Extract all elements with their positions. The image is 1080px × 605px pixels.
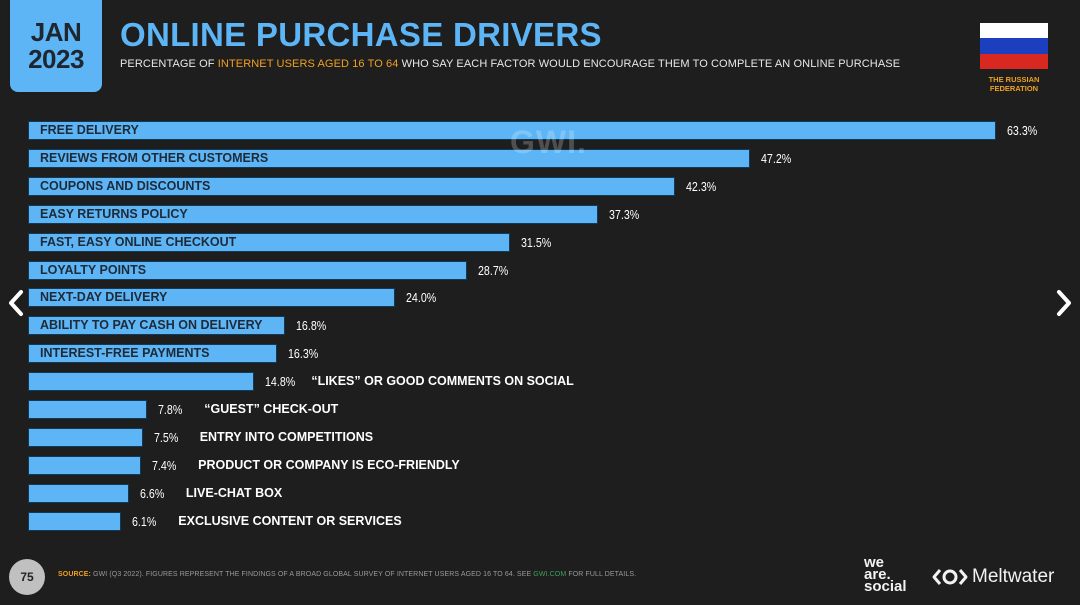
- flag-stripe-blue: [980, 38, 1048, 54]
- category-label: ABILITY TO PAY CASH ON DELIVERY: [40, 318, 263, 332]
- category-label: FAST, EASY ONLINE CHECKOUT: [40, 235, 237, 249]
- chevron-right-icon: [1057, 290, 1071, 316]
- bar: [28, 233, 510, 252]
- category-label: REVIEWS FROM OTHER CUSTOMERS: [40, 151, 269, 165]
- source-link[interactable]: GWI.COM: [533, 571, 567, 578]
- source-text: GWI (Q3 2022). FIGURES REPRESENT THE FIN…: [90, 571, 534, 578]
- value-label: 6.1%: [132, 514, 157, 529]
- value-label: 42.3%: [685, 179, 717, 194]
- bar: [28, 512, 122, 531]
- bar: [28, 400, 148, 419]
- logo-line-social: social: [864, 578, 907, 595]
- category-label: ENTRY INTO COMPETITIONS: [199, 430, 374, 444]
- value-label: 37.3%: [609, 207, 640, 222]
- subtitle-post: WHO SAY EACH FACTOR WOULD ENCOURAGE THEM…: [398, 58, 901, 70]
- flag-stripe-red: [980, 53, 1048, 69]
- bar-chart: 63.3% FREE DELIVERY 47.2% REVIEWS FROM OTHE…: [28, 121, 1038, 531]
- bar: [28, 205, 599, 224]
- bar: [28, 316, 285, 335]
- subtitle-highlight: INTERNET USERS AGED 16 TO 64: [217, 58, 399, 70]
- bar: [28, 428, 143, 447]
- country-label: THE RUSSIAN FEDERATION: [972, 75, 1056, 93]
- source-label: SOURCE:: [58, 571, 91, 578]
- category-label: “GUEST” CHECK-OUT: [204, 402, 339, 416]
- prev-slide-button[interactable]: [4, 288, 28, 318]
- date-year: 2023: [28, 44, 84, 74]
- country-line-2: FEDERATION: [989, 84, 1039, 93]
- value-label: 6.6%: [139, 486, 165, 501]
- bar: [28, 372, 255, 391]
- page-subtitle: PERCENTAGE OF INTERNET USERS AGED 16 TO …: [120, 58, 900, 70]
- category-label: PRODUCT OR COMPANY IS ECO-FRIENDLY: [198, 458, 460, 472]
- category-label: EASY RETURNS POLICY: [40, 207, 188, 221]
- bar: [28, 288, 395, 307]
- bar: [28, 121, 996, 140]
- subtitle-pre: PERCENTAGE OF: [120, 58, 218, 70]
- value-label: 24.0%: [406, 290, 437, 305]
- category-label: INTEREST-FREE PAYMENTS: [40, 346, 210, 360]
- date-badge: JAN 2023: [10, 0, 102, 92]
- value-label: 16.8%: [295, 318, 327, 333]
- logo-line-we: we: [864, 554, 885, 571]
- value-label: 31.5%: [520, 235, 551, 250]
- chevron-left-icon: [9, 290, 23, 316]
- bar: [28, 456, 142, 475]
- bar: [28, 149, 750, 168]
- bar: [28, 484, 129, 503]
- page-number: 75: [9, 559, 45, 595]
- value-label: 7.5%: [153, 430, 178, 445]
- logo-line-are: are.: [864, 566, 891, 583]
- we-are-social-logo: we are. social: [864, 554, 907, 595]
- meltwater-wordmark: Meltwater: [972, 566, 1055, 587]
- category-label: COUPONS AND DISCOUNTS: [40, 179, 211, 193]
- page-title: ONLINE PURCHASE DRIVERS: [120, 16, 602, 53]
- bar: [28, 344, 278, 363]
- value-label: 47.2%: [760, 151, 792, 166]
- category-label: EXCLUSIVE CONTENT OR SERVICES: [178, 514, 402, 528]
- category-label: LOYALTY POINTS: [40, 263, 147, 277]
- category-label: NEXT-DAY DELIVERY: [40, 290, 168, 304]
- category-label: “LIKES” OR GOOD COMMENTS ON SOCIAL: [311, 374, 574, 388]
- category-label: LIVE-CHAT BOX: [185, 486, 283, 500]
- country-line-1: THE RUSSIAN: [988, 75, 1040, 84]
- bar: [28, 261, 467, 280]
- russia-flag-icon: [980, 23, 1048, 69]
- value-label: 7.8%: [158, 402, 183, 417]
- value-label: 28.7%: [477, 263, 509, 278]
- meltwater-logo: Meltwater: [932, 566, 1054, 588]
- value-label: 7.4%: [152, 458, 177, 473]
- value-label: 63.3%: [1007, 123, 1038, 138]
- value-label: 16.3%: [288, 346, 319, 361]
- bar: [28, 177, 675, 196]
- source-tail: FOR FULL DETAILS.: [566, 571, 637, 578]
- value-label: 14.8%: [265, 374, 296, 389]
- date-month: JAN: [30, 17, 82, 47]
- source-note: SOURCE: GWI (Q3 2022). FIGURES REPRESENT…: [58, 571, 636, 578]
- flag-stripe-white: [980, 23, 1048, 39]
- category-label: FREE DELIVERY: [40, 123, 139, 137]
- meltwater-eye-icon: [932, 569, 968, 585]
- next-slide-button[interactable]: [1052, 288, 1076, 318]
